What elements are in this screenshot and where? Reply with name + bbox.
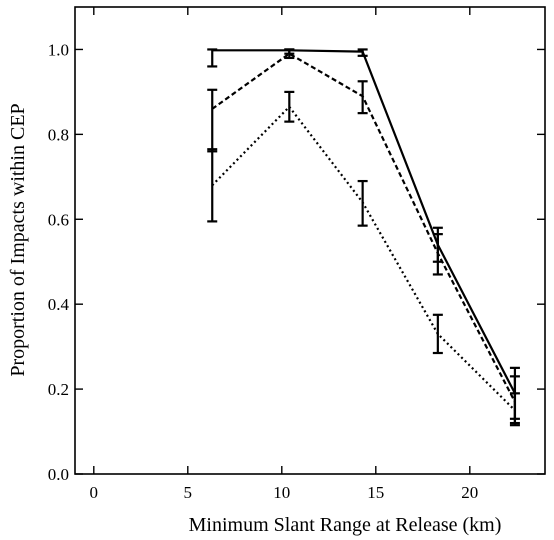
y-tick-label: 0.4 [48, 295, 70, 314]
y-tick-label: 0.8 [48, 125, 69, 144]
x-axis-title: Minimum Slant Range at Release (km) [189, 514, 502, 536]
error-bar [284, 90, 295, 123]
error-bar [509, 392, 520, 427]
tick-layer: 0 5 10 15 20 0.0 0.2 0.4 0.6 0.8 1.0 [48, 7, 545, 502]
series-dotted [207, 90, 520, 427]
y-tick-label: 0.6 [48, 210, 69, 229]
x-tick-label: 20 [461, 483, 478, 502]
error-bar [207, 88, 218, 153]
plot-frame [74, 6, 546, 475]
error-bar [207, 48, 218, 68]
error-bar [207, 148, 218, 223]
x-tick-label: 10 [273, 483, 290, 502]
error-bar [357, 80, 368, 115]
x-tick-label: 15 [367, 483, 384, 502]
x-tick-label: 5 [184, 483, 193, 502]
error-bar [284, 48, 295, 60]
error-bar [432, 313, 443, 355]
error-bar [357, 48, 368, 57]
y-tick-label: 1.0 [48, 40, 69, 59]
error-bar [432, 233, 443, 276]
y-axis-title: Proportion of Impacts within CEP [7, 103, 29, 376]
y-tick-label: 0.2 [48, 380, 69, 399]
series-dashed [207, 48, 520, 425]
error-bar [357, 179, 368, 227]
series-line [211, 105, 516, 412]
series-layer [207, 48, 520, 427]
y-tick-label: 0.0 [48, 465, 69, 484]
x-tick-label: 0 [90, 483, 99, 502]
